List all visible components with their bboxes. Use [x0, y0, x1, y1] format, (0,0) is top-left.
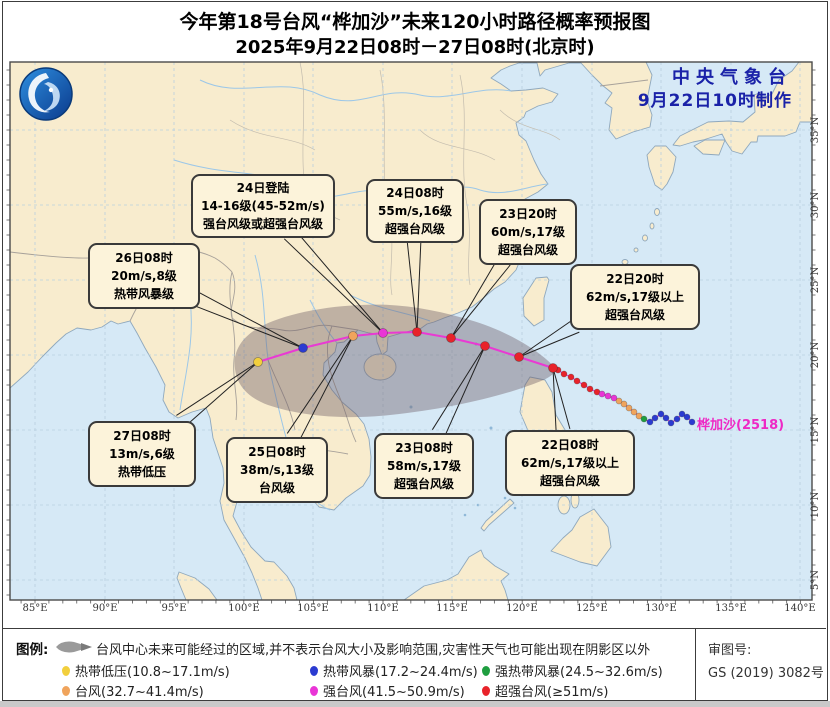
lat-tick-label: 5°N: [810, 569, 821, 591]
legend-item-storm: 热带风暴(17.2~24.4m/s): [310, 661, 478, 680]
cma-logo: [18, 66, 74, 122]
map-approval-number: 审图号: GS (2019) 3082号: [708, 643, 824, 682]
palawan: [480, 498, 515, 532]
lat-tick-label: 20°N: [810, 341, 821, 369]
callout-line: 22日20时: [606, 272, 664, 286]
legend-item-depression: 热带低压(10.8~17.1m/s): [62, 661, 230, 680]
lat-tick-label: 35°N: [810, 116, 821, 144]
forecast-callout: 25日08时 38m/s,13级 台风级: [226, 437, 328, 503]
bottom-shadow-bar: [0, 701, 830, 707]
callout-line: 60m/s,17级: [491, 225, 565, 239]
lon-tick-label: 140°E: [784, 603, 816, 614]
forecast-track: [253, 327, 558, 373]
callout-line: 22日08时: [541, 438, 599, 452]
lon-tick-label: 115°E: [436, 603, 468, 614]
lon-tick-label: 125°E: [576, 603, 608, 614]
forecast-callout: 23日20时 60m/s,17级 超强台风级: [479, 199, 577, 265]
cone-symbol: [54, 639, 94, 659]
callout-line: 24日08时: [386, 186, 444, 200]
legend-item-strong-typhoon: 强台风(41.5~50.9m/s): [310, 681, 465, 700]
forecast-callout: 26日08时 20m/s,8级 热带风暴级: [88, 243, 200, 309]
severe-storm-dot-icon: [482, 665, 490, 676]
lon-tick-label: 105°E: [297, 603, 329, 614]
callout-line: 25日08时: [248, 445, 306, 459]
title-date-range: 2025年9月22日08时－27日08时(北京时): [235, 37, 595, 58]
cone-note: 台风中心未来可能经过的区域,并不表示台风大小及影响范围,灾害性天气也可能出现在阴…: [96, 643, 651, 658]
callout-line: 20m/s,8级: [111, 269, 177, 283]
agency-name: 中央气象台: [672, 67, 792, 88]
callout-line: 超强台风级: [384, 222, 445, 236]
callout-line: 62m/s,17级以上: [521, 456, 619, 470]
legend-item-typhoon: 台风(32.7~41.4m/s): [62, 681, 204, 700]
lon-tick-label: 120°E: [506, 603, 538, 614]
lat-tick-label: 30°N: [810, 191, 821, 219]
callout-line: 62m/s,17级以上: [586, 290, 684, 304]
lon-tick-label: 100°E: [228, 603, 260, 614]
typhoon-name-label: 桦加沙(2518): [697, 418, 785, 433]
lon-tick-label: 90°E: [92, 603, 118, 614]
lat-tick-label: 15°N: [810, 416, 821, 444]
lon-tick-label: 110°E: [367, 603, 399, 614]
forecast-callout: 22日08时 62m/s,17级以上 超强台风级: [505, 430, 635, 496]
callout-line: 26日08时: [115, 251, 173, 265]
honshu: [672, 62, 812, 155]
lat-tick-label: 10°N: [810, 491, 821, 519]
reef-dots: [409, 342, 517, 517]
callout-line: 14-16级(45-52m/s): [201, 199, 325, 213]
landmass: [10, 62, 812, 600]
taiwan: [522, 276, 550, 327]
forecast-callout: 24日登陆 14-16级(45-52m/s) 强台风级或超强台风级: [191, 174, 335, 238]
lon-tick-label: 135°E: [715, 603, 747, 614]
hainan: [363, 353, 397, 381]
legend-item-super-typhoon: 超强台风(≥51m/s): [482, 681, 608, 700]
forecast-callout: 24日08时 55m/s,16级 超强台风级: [366, 179, 464, 243]
callout-line: 24日登陆: [236, 181, 290, 195]
callout-line: 超强台风级: [497, 243, 558, 257]
strong-typhoon-dot-icon: [310, 685, 318, 696]
callout-line: 58m/s,17级: [387, 459, 461, 473]
observed-track: [554, 366, 696, 427]
callout-line: 38m/s,13级: [240, 463, 314, 477]
callout-line: 超强台风级: [539, 474, 600, 488]
callout-line: 强台风级或超强台风级: [202, 217, 323, 231]
mindanao: [550, 508, 612, 567]
issue-time: 9月22日10时制作: [637, 91, 792, 112]
forecast-callout: 22日20时 62m/s,17级以上 超强台风级: [570, 264, 700, 330]
map-frame: [9, 61, 813, 601]
storm-dot-icon: [310, 665, 318, 676]
callout-line: 超强台风级: [393, 477, 454, 491]
lat-tick-label: 25°N: [810, 266, 821, 294]
callout-line: 23日20时: [499, 207, 557, 221]
shikoku: [693, 139, 726, 156]
probability-cone: [234, 304, 556, 418]
super-typhoon-dot-icon: [482, 685, 490, 696]
legend-divider: [695, 629, 696, 700]
lon-tick-label: 95°E: [161, 603, 187, 614]
callout-line: 27日08时: [113, 429, 171, 443]
lon-tick-label: 130°E: [645, 603, 677, 614]
legend-item-severe-storm: 强热带风暴(24.5~32.6m/s): [482, 661, 663, 680]
callout-line: 13m/s,6级: [109, 447, 175, 461]
callout-line: 23日08时: [395, 441, 453, 455]
lon-tick-label: 85°E: [22, 603, 48, 614]
page-title: 今年第18号台风“桦加沙”未来120小时路径概率预报图: [179, 11, 651, 33]
typhoon-dot-icon: [62, 685, 70, 696]
callout-line: 台风级: [258, 481, 295, 495]
legend-panel: 图例: 台风中心未来可能经过的区域,并不表示台风大小及影响范围,灾害性天气也可能…: [2, 628, 826, 700]
callout-line: 热带低压: [117, 465, 166, 479]
callout-line: 热带风暴级: [113, 287, 174, 301]
asia-mainland: [10, 62, 653, 600]
legend-title: 图例:: [16, 642, 49, 658]
depression-dot-icon: [62, 665, 70, 676]
kyushu: [646, 145, 677, 191]
agency-block: 中央气象台 9月22日10时制作: [638, 66, 792, 113]
borneo: [403, 549, 510, 600]
forecast-callout: 27日08时 13m/s,6级 热带低压: [88, 421, 196, 487]
callout-leader-lines: [176, 228, 580, 441]
callout-line: 超强台风级: [604, 308, 665, 322]
callout-line: 55m/s,16级: [378, 204, 452, 218]
forecast-callout: 23日08时 58m/s,17级 超强台风级: [374, 433, 474, 499]
